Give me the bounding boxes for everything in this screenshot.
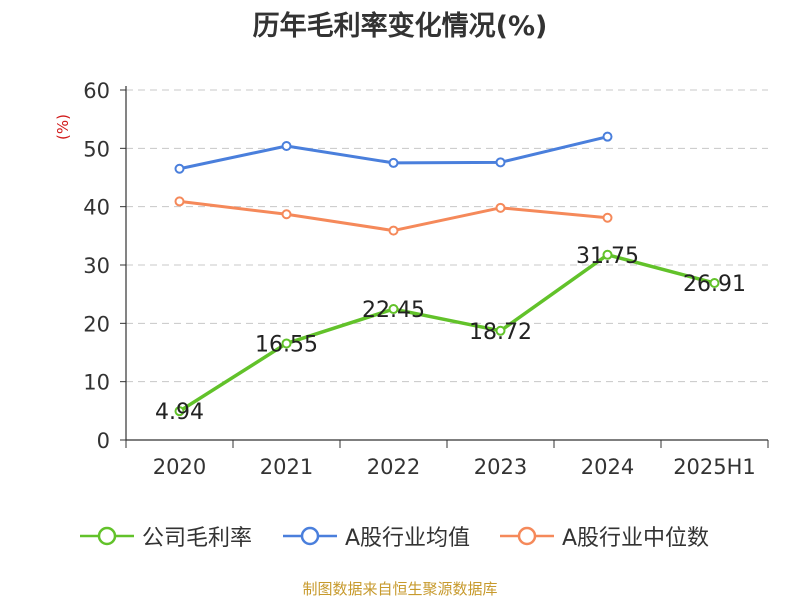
legend-item-industry-mean[interactable]: A股行业均值 xyxy=(283,520,470,552)
data-point xyxy=(602,212,613,223)
y-tick-label: 10 xyxy=(83,371,110,395)
data-point xyxy=(495,325,506,336)
x-tick-label: 2023 xyxy=(474,455,527,479)
legend-label-industry-median: A股行业中位数 xyxy=(562,526,710,551)
data-point xyxy=(281,338,292,349)
data-label: 22.45 xyxy=(362,298,425,323)
x-tick-label: 2020 xyxy=(153,455,206,479)
y-tick-label: 20 xyxy=(83,312,110,336)
source-note: 制图数据来自恒生聚源数据库 xyxy=(302,580,498,598)
legend-marker-company xyxy=(80,526,134,546)
data-point xyxy=(495,202,506,213)
legend-marker-industry-median xyxy=(500,526,554,546)
data-point xyxy=(388,157,399,168)
data-point xyxy=(495,157,506,168)
x-tick-label: 2025H1 xyxy=(673,455,756,479)
data-point xyxy=(281,141,292,151)
data-point xyxy=(174,406,185,417)
y-tick-label: 50 xyxy=(83,137,110,161)
legend-item-industry-median[interactable]: A股行业中位数 xyxy=(500,520,709,552)
x-tick-label: 2022 xyxy=(367,455,420,479)
data-label: 16.55 xyxy=(255,332,318,357)
data-label: 4.94 xyxy=(155,400,204,425)
data-point xyxy=(174,163,185,174)
data-point xyxy=(388,304,399,315)
legend-label-company: 公司毛利率 xyxy=(142,526,253,551)
data-label: 18.72 xyxy=(469,320,532,345)
data-point xyxy=(602,249,613,260)
data-point xyxy=(174,196,185,207)
data-point xyxy=(602,131,613,142)
x-tick-label: 2024 xyxy=(581,455,634,479)
series-line xyxy=(178,253,715,413)
data-point xyxy=(709,278,720,289)
legend-marker-industry-mean xyxy=(283,526,337,546)
y-tick-label: 60 xyxy=(83,79,110,103)
x-tick-label: 2021 xyxy=(260,455,313,479)
legend-item-company[interactable]: 公司毛利率 xyxy=(80,520,252,552)
y-tick-label: 30 xyxy=(83,254,110,278)
y-tick-label: 0 xyxy=(97,429,110,453)
chart-title: 历年毛利率变化情况(%) xyxy=(252,11,548,42)
data-label: 31.75 xyxy=(576,244,639,269)
data-label: 26.91 xyxy=(683,272,746,297)
data-point xyxy=(281,209,292,220)
legend-label-industry-mean: A股行业均值 xyxy=(345,526,471,551)
data-point xyxy=(388,225,399,236)
y-tick-label: 40 xyxy=(83,196,110,220)
y-axis-label: (%) xyxy=(54,114,72,140)
